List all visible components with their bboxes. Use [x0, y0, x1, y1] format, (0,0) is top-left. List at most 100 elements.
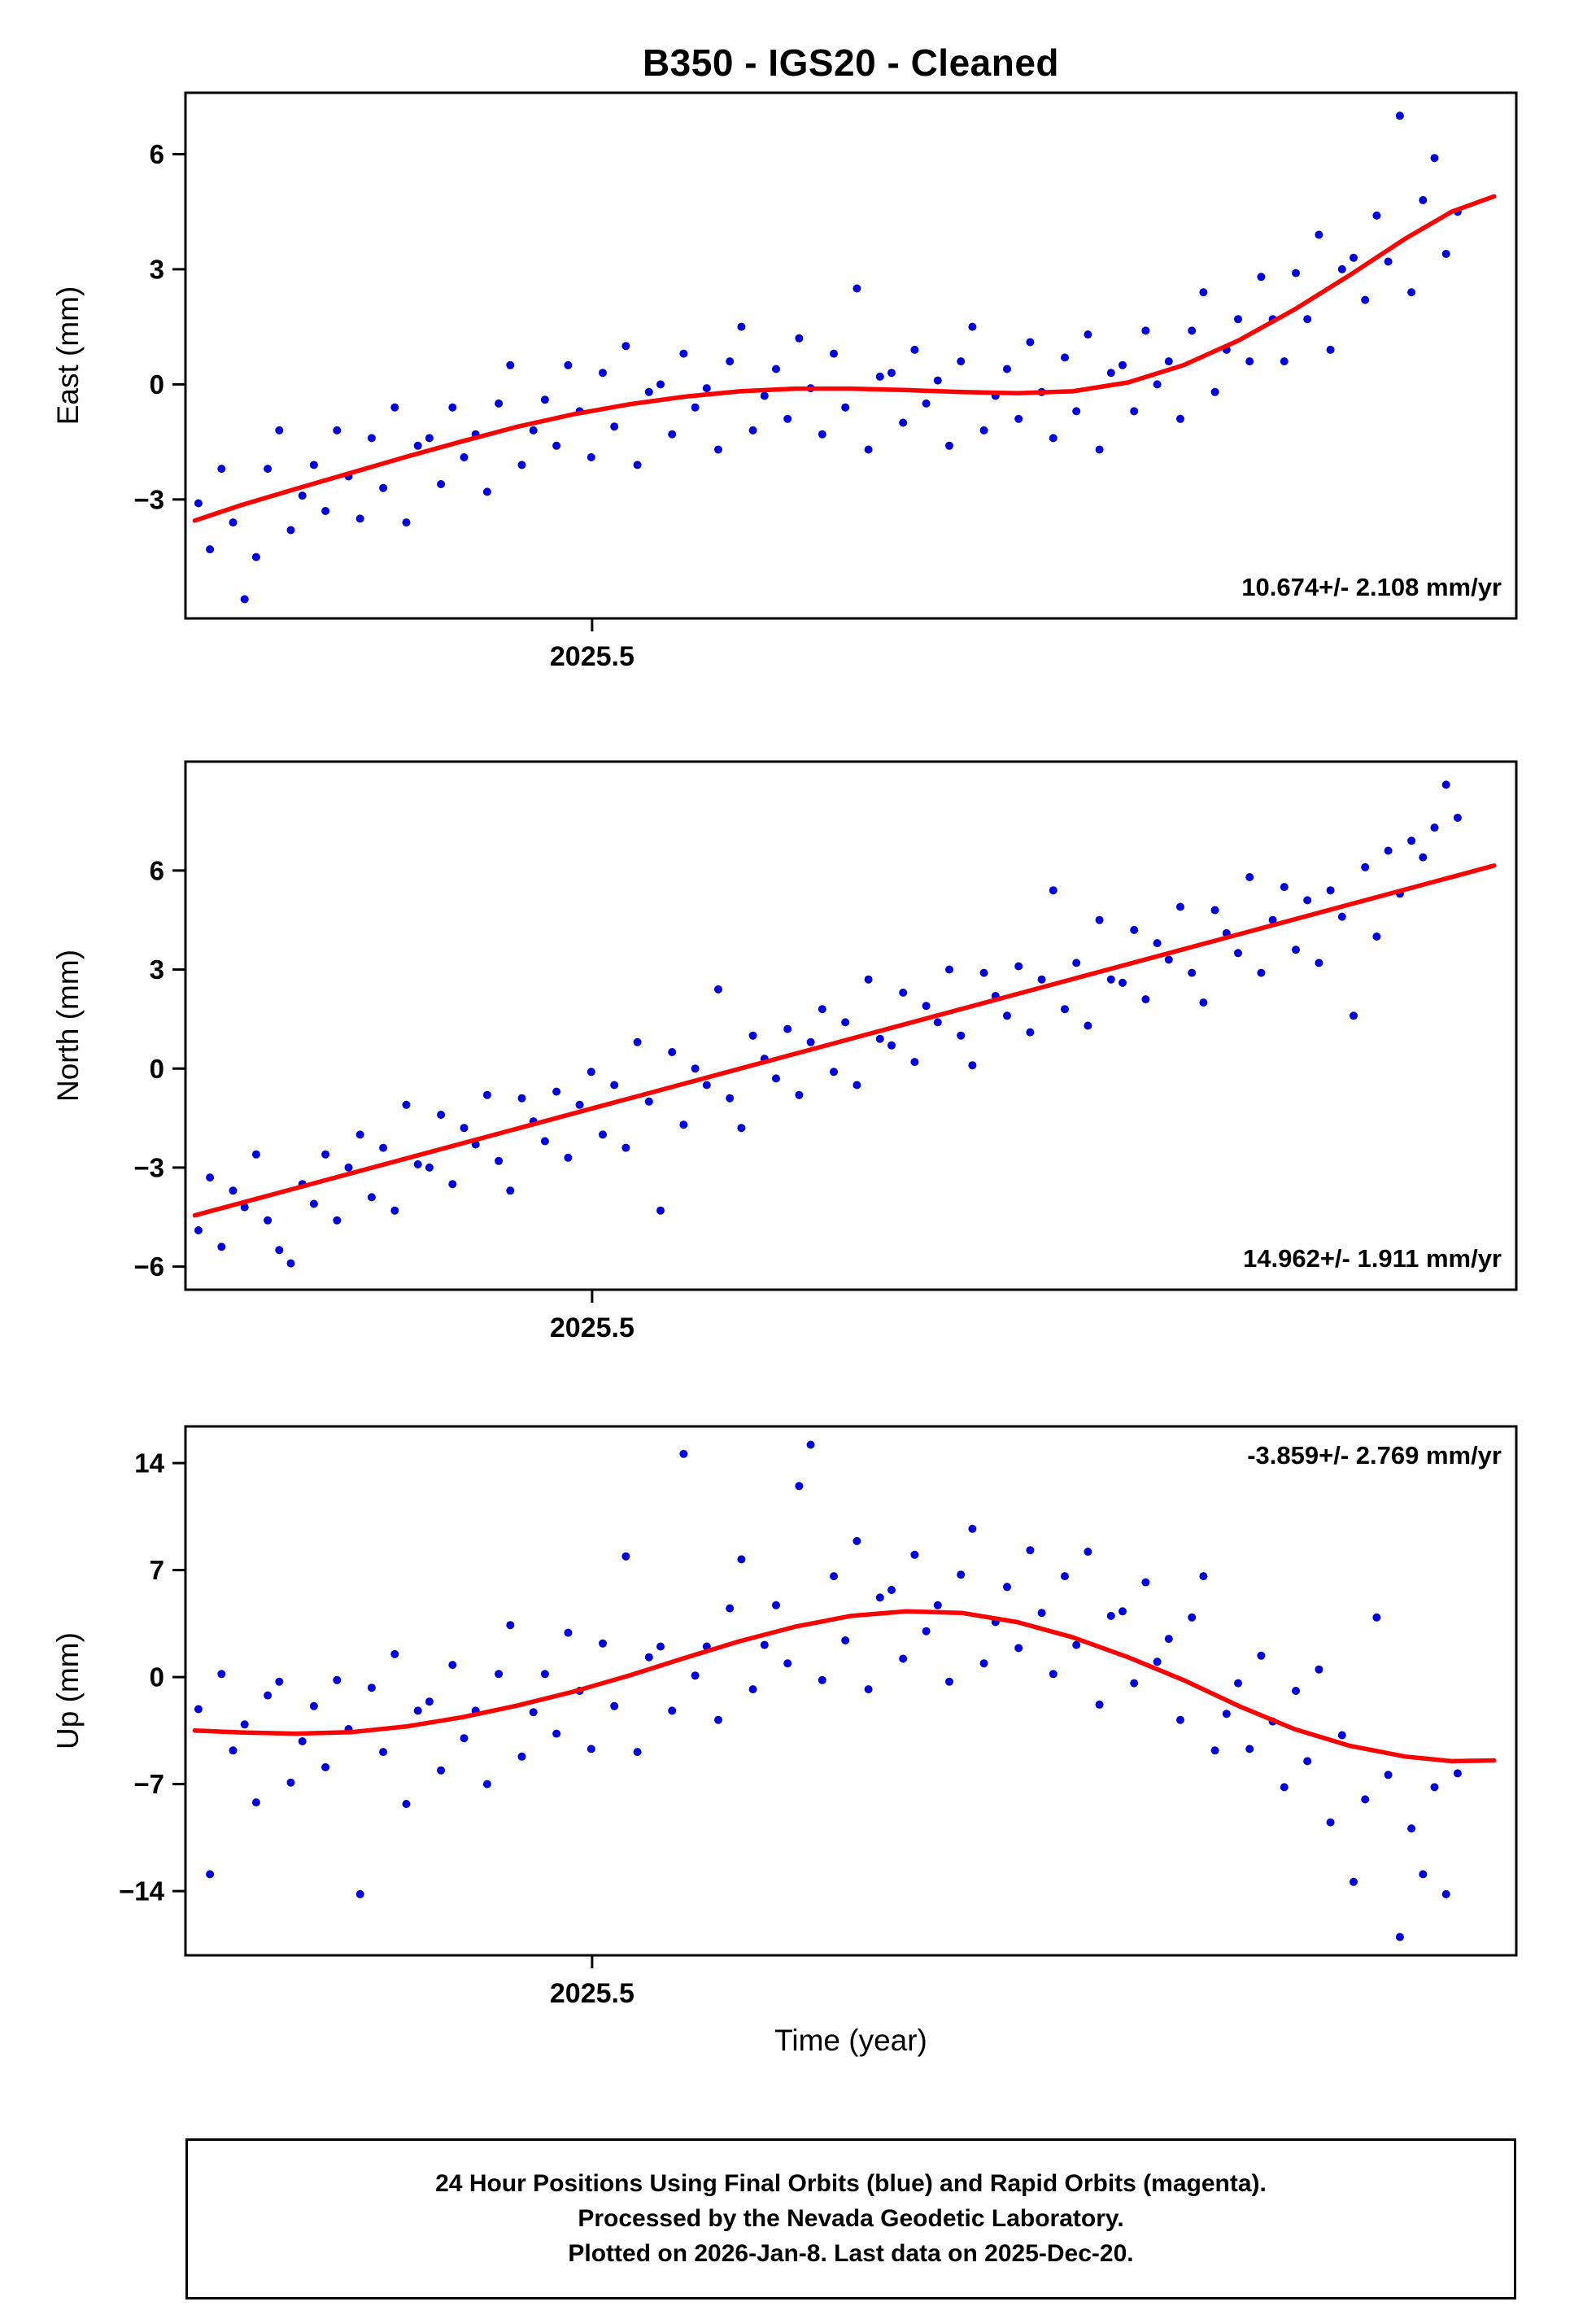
- data-point: [1292, 269, 1300, 277]
- data-point: [575, 1100, 584, 1109]
- data-point: [599, 1639, 607, 1648]
- data-point: [413, 441, 422, 450]
- data-point: [841, 1018, 850, 1027]
- data-point: [714, 985, 722, 994]
- x-tick-label: 2025.5: [550, 641, 634, 672]
- data-point: [853, 284, 861, 293]
- data-point: [945, 1677, 953, 1686]
- data-point: [1084, 330, 1092, 339]
- data-point: [1141, 326, 1150, 335]
- data-point: [1280, 1783, 1289, 1792]
- data-point: [460, 453, 469, 461]
- data-point: [1119, 1607, 1127, 1616]
- data-point: [194, 1226, 203, 1234]
- data-point: [529, 426, 538, 435]
- data-point: [517, 461, 526, 469]
- x-tick-label: 2025.5: [550, 1978, 634, 2009]
- data-point: [668, 1706, 677, 1715]
- data-point: [1061, 1005, 1069, 1014]
- data-point: [1407, 836, 1416, 845]
- rate-annotation: 10.674+/- 2.108 mm/yr: [1241, 573, 1502, 601]
- data-point: [1326, 1818, 1335, 1827]
- data-point: [599, 369, 607, 378]
- data-point: [621, 342, 630, 351]
- data-point: [910, 1058, 919, 1067]
- data-point: [1292, 1687, 1300, 1695]
- data-point: [1234, 1679, 1242, 1688]
- data-point: [1003, 1583, 1011, 1592]
- data-point: [251, 1150, 260, 1159]
- data-point: [1395, 1933, 1404, 1941]
- y-tick-label: −14: [119, 1876, 165, 1906]
- data-point: [309, 1701, 318, 1710]
- data-point: [1014, 1644, 1023, 1653]
- data-point: [1372, 211, 1381, 220]
- data-point: [1350, 1011, 1358, 1020]
- data-point: [691, 403, 700, 412]
- data-point: [437, 1766, 446, 1775]
- y-tick-label: 6: [150, 855, 164, 885]
- data-point: [772, 365, 780, 373]
- y-tick-label: 7: [150, 1555, 164, 1585]
- data-point: [206, 1870, 215, 1879]
- data-point: [587, 1745, 595, 1754]
- data-point: [425, 434, 434, 443]
- y-tick-label: 3: [150, 954, 164, 985]
- data-point: [1245, 873, 1254, 881]
- y-tick-label: 14: [134, 1448, 164, 1478]
- data-point: [968, 1524, 977, 1533]
- data-point: [1072, 1640, 1081, 1649]
- data-point: [830, 1068, 838, 1077]
- data-point: [957, 1570, 966, 1579]
- data-point: [1210, 906, 1219, 915]
- data-point: [517, 1094, 526, 1103]
- data-point: [795, 1090, 804, 1099]
- data-point: [206, 1173, 215, 1182]
- data-point: [1106, 975, 1115, 984]
- data-point: [1407, 1824, 1416, 1833]
- data-point: [413, 1160, 422, 1168]
- data-point: [1257, 968, 1266, 977]
- data-point: [517, 1752, 526, 1761]
- north-axis-label: North (mm): [51, 950, 85, 1102]
- data-point: [217, 465, 226, 474]
- data-point: [298, 1737, 307, 1745]
- data-point: [633, 461, 642, 469]
- data-point: [264, 1216, 273, 1225]
- data-point: [1210, 387, 1219, 396]
- data-point: [1441, 1889, 1450, 1898]
- x-tick-label: 2025.5: [550, 1312, 634, 1343]
- data-point: [482, 487, 491, 496]
- data-point: [933, 1018, 942, 1027]
- data-point: [1095, 1700, 1104, 1709]
- y-tick-label: −7: [133, 1769, 164, 1799]
- data-point: [633, 1037, 642, 1046]
- data-point: [679, 349, 688, 358]
- data-point: [633, 1748, 642, 1757]
- data-point: [714, 445, 722, 454]
- data-point: [1141, 995, 1150, 1004]
- data-point: [1222, 1710, 1231, 1719]
- data-point: [922, 1002, 931, 1011]
- data-point: [656, 380, 665, 389]
- data-point: [621, 1552, 630, 1561]
- panel-frame: [184, 91, 1518, 620]
- data-point: [830, 1572, 838, 1581]
- data-point: [702, 1081, 711, 1090]
- data-point: [1176, 414, 1184, 423]
- data-point: [1350, 253, 1358, 262]
- data-point: [286, 526, 295, 535]
- data-point: [945, 965, 953, 974]
- y-tick-label: 6: [150, 139, 164, 169]
- data-point: [1257, 1651, 1266, 1660]
- data-point: [644, 387, 653, 396]
- data-point: [887, 369, 896, 378]
- y-tick-label: −3: [133, 484, 164, 514]
- data-point: [1199, 288, 1208, 297]
- data-point: [910, 1550, 919, 1559]
- data-point: [818, 1675, 826, 1684]
- data-point: [1419, 1870, 1428, 1879]
- data-point: [1441, 780, 1450, 789]
- data-point: [437, 480, 446, 488]
- data-point: [367, 1193, 376, 1202]
